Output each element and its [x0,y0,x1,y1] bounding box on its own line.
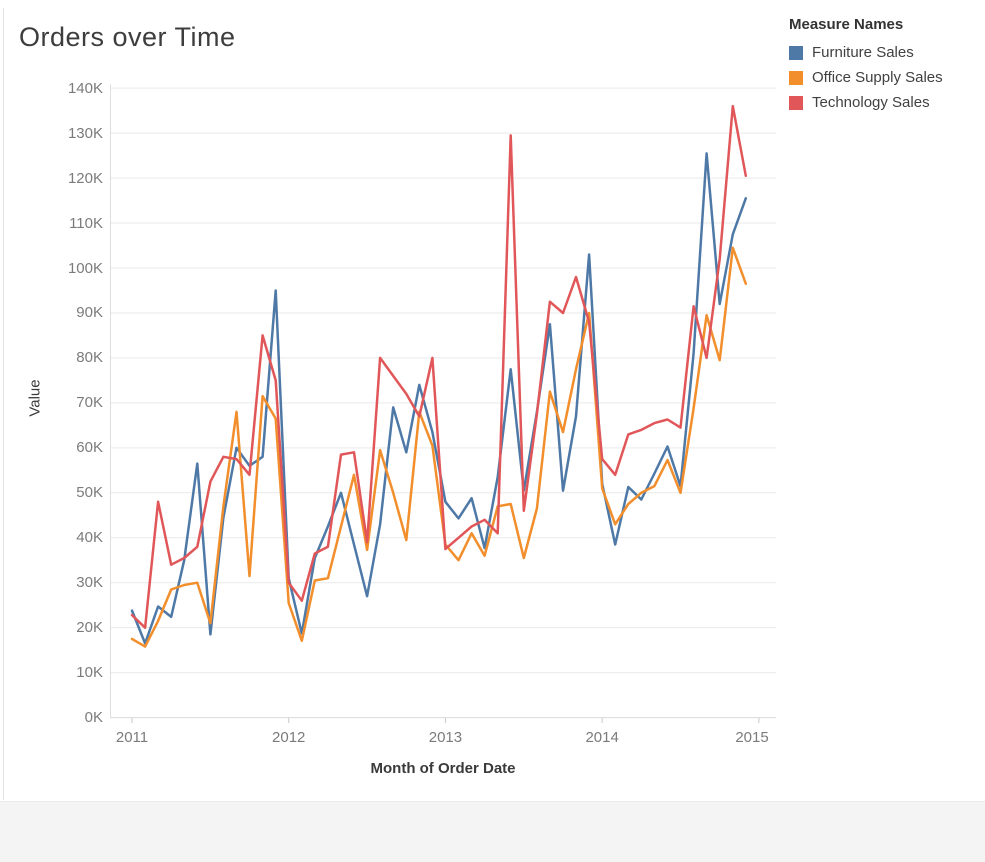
line-chart[interactable] [110,75,776,725]
y-tick-label: 70K [76,394,103,412]
y-axis-tick-labels: 0K 10K 20K 30K 40K 50K 60K 70K 80K 90K 100K 110K 120… [0,75,103,727]
y-axis-title: Value [26,379,44,417]
y-tick-label: 20K [76,619,103,637]
legend-items: Furniture Sales Office Supply Sales Techno… [789,40,943,115]
legend-title: Measure Names [789,16,904,33]
chart-title: Orders over Time [19,22,236,52]
legend: Measure Names Furniture Sales Office Supp… [789,16,943,115]
plot-area [110,75,776,725]
legend-swatch [789,95,803,110]
legend-label: Furniture Sales [812,44,914,61]
legend-label: Office Supply Sales [812,69,943,86]
y-tick-label: 0K [84,709,103,727]
x-tick-label: 2014 [585,729,619,746]
series-line-office-supply-sales[interactable] [130,246,748,648]
y-tick-label: 100K [67,259,103,277]
x-axis-tick-labels: 2011 2012 2013 2014 2015 [110,729,810,749]
y-tick-label: 140K [67,79,103,97]
y-tick-label: 50K [76,484,103,502]
y-tick-label: 120K [67,169,103,187]
y-tick-label: 40K [76,529,103,547]
legend-item-technology-sales[interactable]: Technology Sales [789,90,943,115]
y-tick-label: 10K [76,664,103,682]
y-tick-label: 30K [76,574,103,592]
footer-strip [0,801,985,862]
legend-item-office-supply-sales[interactable]: Office Supply Sales [789,65,943,90]
window-edge-line [3,8,4,800]
x-tick-label: 2011 [115,729,149,746]
x-tick-label: 2012 [272,729,306,746]
series-line-technology-sales[interactable] [130,104,748,629]
y-tick-label: 110K [69,214,103,232]
y-tick-label: 130K [67,124,103,142]
x-axis-title: Month of Order Date [370,760,516,777]
y-tick-label: 80K [76,349,103,367]
series-line-furniture-sales[interactable] [130,152,748,645]
legend-label: Technology Sales [812,94,930,111]
legend-swatch [789,45,803,60]
x-tick-label: 2015 [735,729,769,746]
legend-item-furniture-sales[interactable]: Furniture Sales [789,40,943,65]
y-tick-label: 60K [76,439,103,457]
x-tick-label: 2013 [428,729,463,746]
y-tick-label: 90K [76,304,103,322]
legend-swatch [789,70,803,85]
